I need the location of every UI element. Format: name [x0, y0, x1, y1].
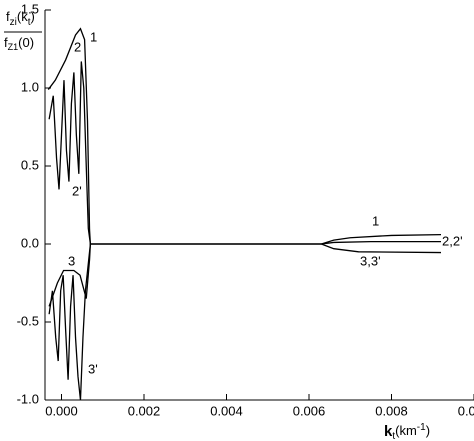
y-tick-label: -0.5 [17, 313, 39, 328]
annotation: 1 [90, 29, 97, 44]
x-label: kt(km-1) [384, 422, 430, 441]
annotation: 2,2' [442, 233, 463, 248]
annotation: 3,3' [360, 253, 381, 268]
annotation: 1 [372, 213, 379, 228]
x-tick-label: 0.002 [128, 403, 161, 418]
annotation: 3' [88, 361, 98, 376]
x-tick-label: 0.008 [375, 403, 408, 418]
x-tick-label: 0.006 [293, 403, 326, 418]
series-line [48, 243, 92, 307]
series-line [47, 27, 442, 245]
series-line [48, 61, 441, 245]
y-label-numerator: fzi(kt) [6, 9, 35, 27]
annotation: 2' [72, 183, 82, 198]
x-tick-label: 0.000 [45, 403, 78, 418]
y-label-denominator: fZ1(0) [4, 35, 34, 52]
y-tick-label: 1.5 [21, 1, 39, 16]
y-tick-label: 0.5 [21, 157, 39, 172]
y-tick-label: 1.0 [21, 79, 39, 94]
x-tick-label: 0.010 [458, 403, 474, 418]
x-tick-label: 0.004 [210, 403, 243, 418]
y-tick-label: -1.0 [17, 391, 39, 406]
y-tick-label: 0.0 [21, 235, 39, 250]
series-line [48, 243, 442, 401]
annotation: 2 [74, 39, 81, 54]
annotation: 3 [68, 253, 75, 268]
